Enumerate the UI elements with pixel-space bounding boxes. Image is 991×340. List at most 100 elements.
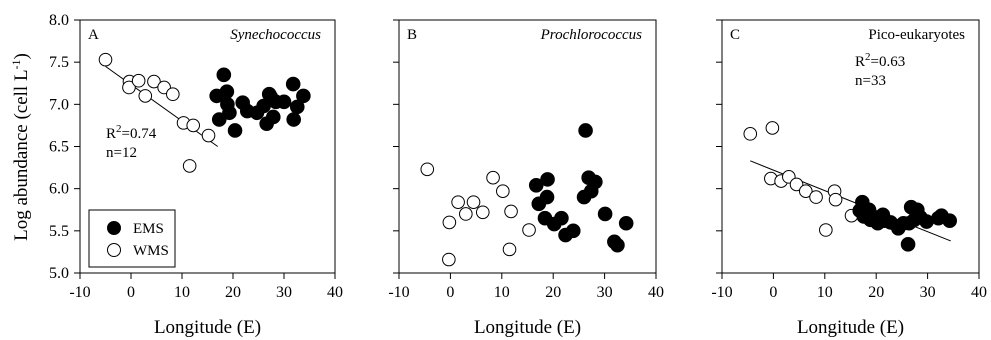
data-point-wms [147, 74, 161, 89]
data-point-wms [828, 192, 843, 207]
panel-title: Pico-eukaryotes [868, 27, 965, 43]
data-point-wms [131, 73, 146, 88]
y-tick-label: 7.5 [49, 54, 69, 71]
legend: EMS WMS [88, 209, 176, 268]
y-axis-title-sup: -1 [9, 59, 23, 69]
data-point-ems [578, 123, 593, 138]
data-point-wms [138, 89, 153, 103]
panels: -10 0 10 20 30 40 5.0 5.5 6.0 6.5 7.0 7.5 8.0 Longitu… [49, 12, 987, 338]
data-point-ems [597, 206, 613, 222]
data-point-wms [765, 121, 780, 135]
series-wms [743, 121, 859, 237]
x-tick-label: 10 [174, 284, 190, 301]
panel-title: Prochlorococcus [540, 27, 643, 43]
data-point-wms [201, 128, 216, 143]
data-point-ems [554, 210, 569, 226]
data-point-wms [420, 162, 435, 177]
y-axis-title-close: ) [11, 53, 32, 59]
x-tick-label: 30 [276, 284, 292, 301]
x-tick-label: 40 [971, 284, 987, 301]
x-axis-title: Longitude (E) [154, 317, 261, 338]
data-point-wms [442, 215, 457, 230]
data-point-wms [475, 205, 490, 220]
y-axis-title-main: Log abundance (cell L [11, 69, 32, 240]
panel-a: -10 0 10 20 30 40 5.0 5.5 6.0 6.5 7.0 7.5 8.0 Longitu… [49, 12, 343, 338]
x-tick-label: 0 [769, 284, 777, 301]
x-tick-label: 40 [327, 284, 343, 301]
series-ems [528, 123, 634, 253]
y-tick-label: 8.0 [49, 12, 69, 29]
data-point-wms [122, 80, 136, 95]
data-point-wms [182, 159, 197, 173]
data-point-ems [211, 112, 227, 127]
data-point-wms [486, 170, 500, 185]
data-point-ems [588, 174, 603, 190]
data-point-ems [219, 84, 235, 99]
data-point-ems [565, 223, 581, 239]
data-point-ems [265, 109, 281, 125]
data-point-wms [502, 242, 517, 257]
legend-marker-ems [107, 221, 121, 235]
legend-marker-wms [107, 243, 121, 257]
y-tick-label: 6.0 [49, 181, 69, 198]
x-tick-label: 20 [545, 284, 561, 301]
x-tick-label: -10 [69, 284, 90, 301]
x-tick-label: -10 [388, 284, 409, 301]
data-point-ems [227, 123, 243, 138]
data-point-wms [743, 127, 758, 141]
n-label: n=12 [106, 145, 137, 161]
data-point-wms [522, 223, 536, 237]
panel-letter: B [407, 27, 417, 43]
data-point-ems [222, 105, 237, 121]
y-tick-label: 6.5 [49, 139, 69, 156]
series-wms [98, 52, 216, 173]
data-point-wms [459, 207, 473, 221]
r-squared-label: R2=0.63 [855, 51, 905, 70]
data-point-ems [610, 237, 625, 253]
data-point-wms [466, 195, 481, 209]
y-tick-label: 7.0 [49, 96, 69, 113]
y-tick-label: 5.5 [49, 223, 69, 240]
data-point-wms [166, 87, 180, 102]
panel-letter: A [88, 27, 99, 43]
series-ems [852, 194, 958, 252]
panel-b: -10 0 10 20 30 40 Longitude (E) B Prochlorococcu… [388, 19, 664, 338]
data-point-wms [809, 190, 823, 204]
data-point-ems [216, 67, 232, 83]
x-tick-label: 0 [127, 284, 135, 301]
x-tick-label: 30 [597, 284, 613, 301]
x-tick-label: -10 [711, 284, 732, 301]
data-point-ems [289, 99, 305, 115]
r-squared-label: R2=0.74 [106, 123, 157, 142]
n-label: n=33 [855, 73, 886, 89]
data-point-ems [285, 76, 301, 92]
data-point-wms [451, 195, 465, 209]
panel-letter: C [730, 27, 740, 43]
panel-title: Synechococcus [230, 27, 321, 43]
data-point-wms [798, 184, 813, 198]
x-axis-title: Longitude (E) [797, 317, 904, 338]
data-point-ems [296, 88, 311, 104]
data-point-wms [98, 52, 113, 67]
x-tick-label: 10 [494, 284, 510, 301]
x-tick-label: 40 [648, 284, 664, 301]
series-wms [420, 162, 536, 267]
x-tick-label: 20 [225, 284, 241, 301]
data-point-wms [819, 223, 833, 237]
data-point-ems [276, 94, 292, 110]
data-point-ems [286, 112, 301, 127]
x-tick-label: 0 [446, 284, 454, 301]
panel-c: -10 0 10 20 30 40 Longitude (E) C Pico-eukaryote… [711, 19, 987, 338]
regression-line [750, 160, 951, 242]
x-tick-label: 20 [868, 284, 884, 301]
x-tick-label: 30 [920, 284, 936, 301]
plot-frame [721, 19, 980, 274]
data-point-ems [942, 213, 958, 229]
data-point-wms [496, 184, 510, 198]
data-point-ems [539, 189, 555, 205]
data-point-wms [504, 204, 518, 219]
data-point-wms [442, 252, 456, 267]
data-point-wms [789, 177, 804, 192]
legend-label-ems: EMS [133, 221, 164, 237]
